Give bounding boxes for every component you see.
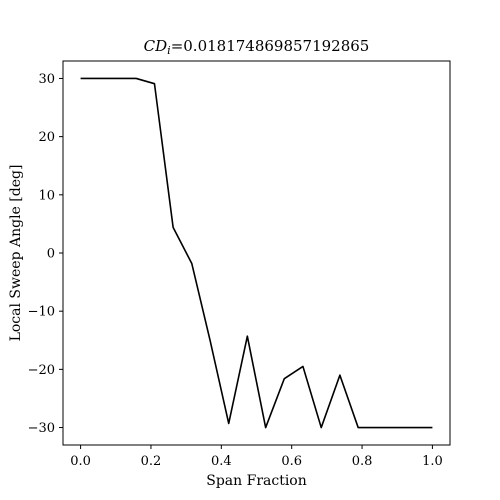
y-axis-label: Local Sweep Angle [deg]	[8, 165, 24, 342]
x-tick-label: 0.2	[141, 454, 162, 469]
x-tick-label: 0.4	[211, 454, 232, 469]
y-tick-label: 30	[38, 72, 55, 87]
y-tick-label: 10	[38, 188, 55, 203]
chart-title: CDi=0.018174869857192865	[144, 37, 370, 57]
x-axis-label: Span Fraction	[206, 473, 307, 489]
y-tick-label: −20	[28, 363, 55, 378]
series-line-0	[80, 77, 433, 429]
y-tick-label: −30	[28, 421, 55, 436]
title-value: =0.018174869857192865	[171, 37, 370, 55]
x-axis: 0.0 0.2 0.4 0.6 0.8 1.0	[70, 445, 443, 469]
x-tick-label: 0.6	[281, 454, 302, 469]
y-tick-label: 20	[38, 130, 55, 145]
x-tick-label: 0.0	[70, 454, 91, 469]
x-tick-label: 0.8	[352, 454, 373, 469]
y-axis: 30 20 10 0 −10 −20 −30	[28, 72, 63, 436]
title-symbol: CD	[144, 37, 168, 55]
y-tick-label: 0	[47, 247, 55, 262]
y-tick-label: −10	[28, 305, 55, 320]
plot-frame	[62, 60, 451, 446]
x-tick-label: 1.0	[422, 454, 443, 469]
plot-area	[80, 77, 433, 429]
title-subscript: i	[167, 44, 171, 57]
